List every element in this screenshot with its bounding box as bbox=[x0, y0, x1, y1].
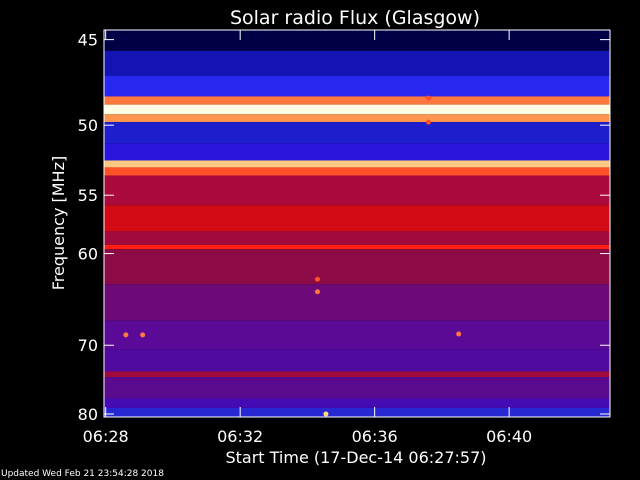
spectrum-band bbox=[104, 244, 610, 250]
spectrum-band bbox=[104, 284, 610, 321]
spectrum-band bbox=[104, 143, 610, 161]
spectrum-band bbox=[104, 377, 610, 399]
spectrum-band bbox=[104, 249, 610, 285]
y-axis-ticks: 45 50 55 60 70 80 bbox=[78, 31, 610, 424]
x-tick-label: 06:36 bbox=[352, 427, 398, 446]
chart-title: Solar radio Flux (Glasgow) bbox=[230, 7, 480, 29]
y-axis-label: Frequency [MHz] bbox=[49, 156, 68, 290]
burst-point bbox=[140, 332, 146, 338]
spectrum-band bbox=[104, 96, 610, 105]
spectrum-band bbox=[104, 76, 610, 97]
y-tick-label: 70 bbox=[78, 336, 98, 355]
x-tick-label: 06:40 bbox=[486, 427, 532, 446]
spectrum-band bbox=[104, 114, 610, 123]
burst-point bbox=[314, 289, 320, 295]
spectrum-band bbox=[104, 231, 610, 245]
spectrum-band bbox=[104, 349, 610, 372]
spectrum-band bbox=[104, 205, 610, 232]
burst-point bbox=[323, 411, 329, 417]
y-tick-label: 60 bbox=[78, 245, 98, 264]
burst-point bbox=[123, 332, 129, 338]
y-tick-label: 45 bbox=[78, 31, 98, 50]
burst-point bbox=[456, 331, 462, 337]
y-tick-label: 50 bbox=[78, 116, 98, 135]
spectrum-band bbox=[104, 175, 610, 206]
x-axis-ticks: 06:28 06:32 06:36 06:40 bbox=[83, 30, 532, 446]
x-axis-label: Start Time (17-Dec-14 06:27:57) bbox=[225, 448, 486, 467]
spectrum-band bbox=[104, 407, 610, 417]
burst-point bbox=[425, 95, 431, 101]
spectrum-band bbox=[104, 160, 610, 168]
spectrum-band bbox=[104, 167, 610, 176]
plot-frame bbox=[103, 29, 611, 418]
plot-area bbox=[104, 30, 610, 417]
spectrum-band bbox=[104, 398, 610, 408]
x-tick-label: 06:32 bbox=[217, 427, 263, 446]
updated-timestamp: Updated Wed Feb 21 23:54:28 2018 bbox=[1, 469, 164, 479]
y-tick-label: 80 bbox=[78, 405, 98, 424]
y-tick-label: 55 bbox=[78, 186, 98, 205]
spectrum-band bbox=[104, 104, 610, 115]
spectrum-band bbox=[104, 30, 610, 51]
x-tick-label: 06:28 bbox=[83, 427, 129, 446]
bursts-layer bbox=[123, 95, 462, 417]
burst-point bbox=[425, 119, 431, 125]
burst-point bbox=[314, 276, 320, 282]
spectrum-band bbox=[104, 122, 610, 144]
spectrum-band bbox=[104, 371, 610, 378]
spectrum-band bbox=[104, 50, 610, 77]
spectrum-band bbox=[104, 320, 610, 350]
